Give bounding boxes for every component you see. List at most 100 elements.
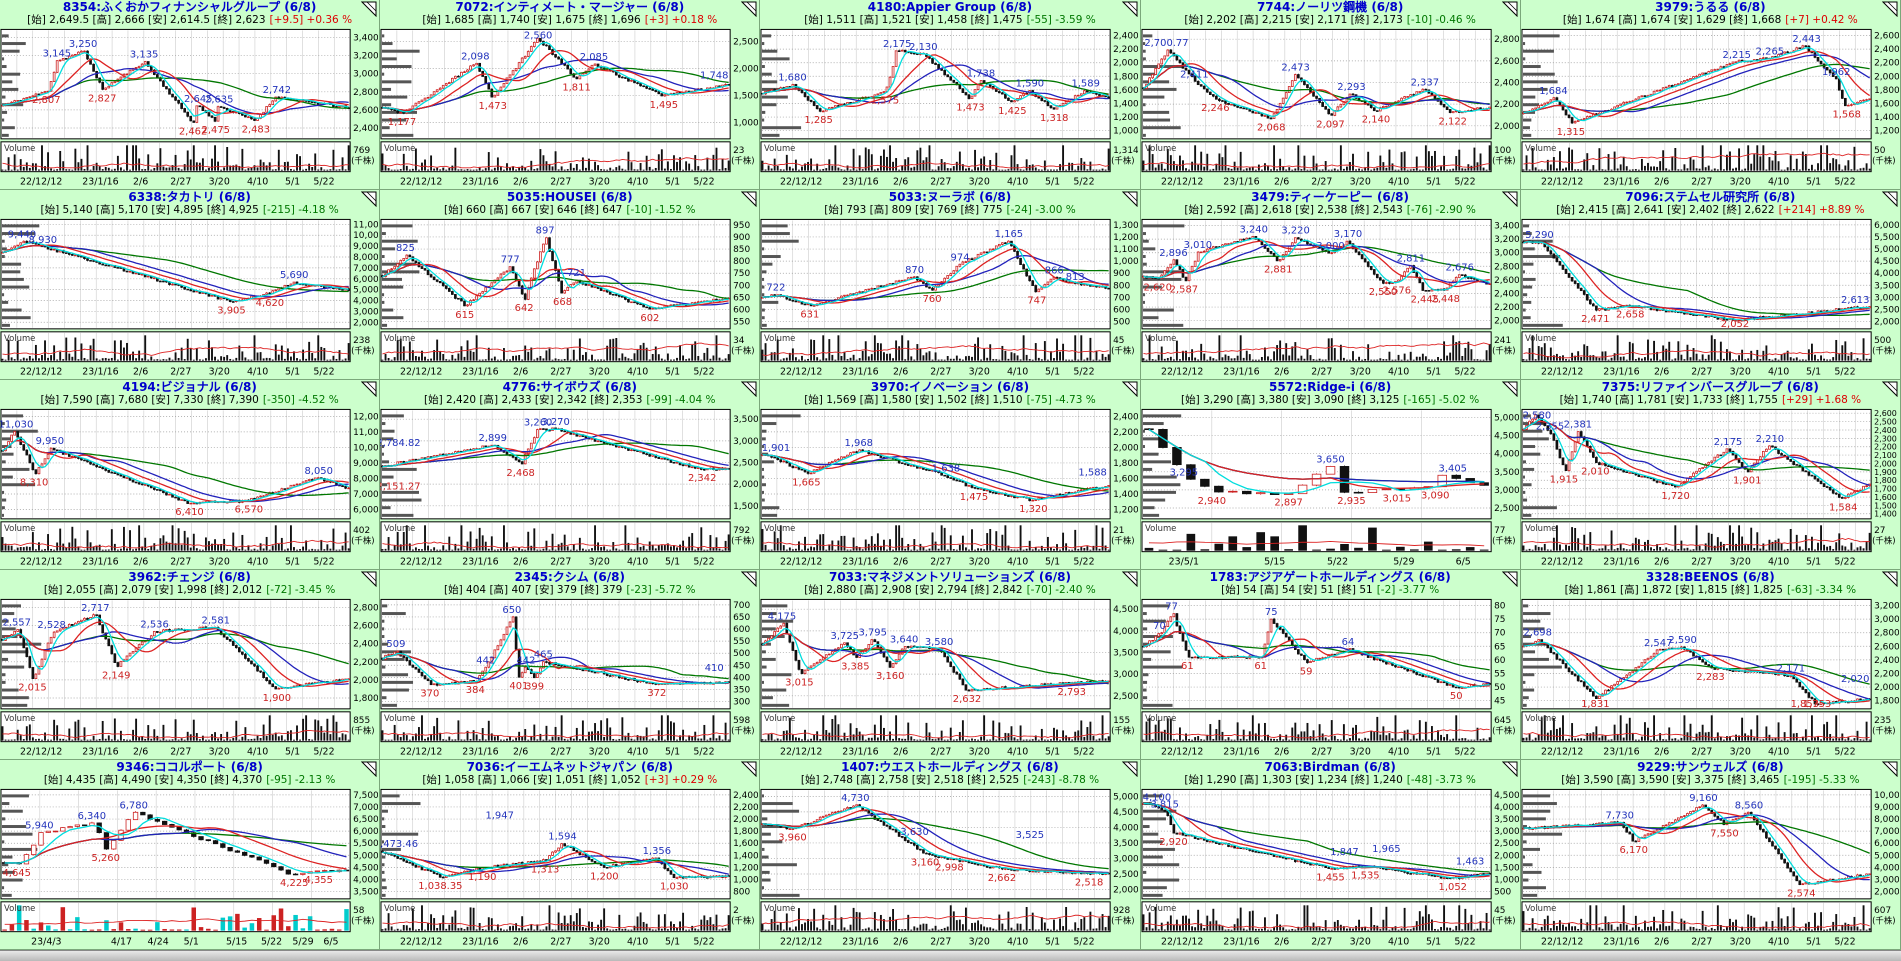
price-annotation: 2,122 xyxy=(1438,117,1466,128)
fold-corner-icon[interactable] xyxy=(1501,381,1518,397)
stock-chart-cell-3979[interactable]: 3979:うるる (6/8) [始] 1,674 [高] 1,674 [安] 1,… xyxy=(1520,0,1901,190)
fold-corner-icon[interactable] xyxy=(741,571,757,587)
fold-corner-icon[interactable] xyxy=(1121,1,1138,17)
stock-chart-cell-1407[interactable]: 1407:ウエストホールディングス (6/8) [始] 2,748 [高] 2,7… xyxy=(760,760,1141,950)
volume-profile-bar xyxy=(1522,293,1527,297)
stock-chart-cell-4180[interactable]: 4180:Appier Group (6/8) [始] 1,511 [高] 1,5… xyxy=(760,0,1141,190)
fold-corner-icon[interactable] xyxy=(361,191,377,207)
volume-scale-value: 855 xyxy=(353,716,370,726)
y-axis-tick: 2,100 xyxy=(1874,451,1897,460)
fold-corner-icon[interactable] xyxy=(1501,191,1518,207)
price-annotation: 2,632 xyxy=(953,694,981,705)
ohlc-values: [始] 1,674 [高] 1,674 [安] 1,629 [終] 1,668 xyxy=(1562,14,1782,26)
x-axis-label: 23/1/16 xyxy=(843,557,879,568)
y-axis-tick: 2,200 xyxy=(1114,428,1139,438)
fold-corner-icon[interactable] xyxy=(361,761,377,777)
stock-chart-cell-7744[interactable]: 7744:ノーリツ鋼機 (6/8) [始] 2,202 [高] 2,215 [安]… xyxy=(1140,0,1521,190)
x-axis-label: 5/1 xyxy=(1806,367,1821,378)
volume-profile-bar xyxy=(1522,103,1539,107)
volume-profile-bar xyxy=(1142,703,1173,707)
stock-chart-cell-3962[interactable]: 3962:チェンジ (6/8) [始] 2,055 [高] 2,079 [安] 1… xyxy=(0,570,381,760)
fold-corner-icon[interactable] xyxy=(1121,191,1138,207)
bottom-scrollbar[interactable] xyxy=(0,950,1901,961)
chart-header: 7096:ステムセル研究所 (6/8) [始] 2,415 [高] 2,641 [… xyxy=(1521,190,1900,218)
fold-corner-icon[interactable] xyxy=(361,1,377,17)
ohlc-values: [始] 4,435 [高] 4,490 [安] 4,350 [終] 4,370 xyxy=(43,774,263,786)
fold-corner-icon[interactable] xyxy=(1121,761,1138,777)
fold-corner-icon[interactable] xyxy=(741,381,757,397)
fold-corner-icon[interactable] xyxy=(741,191,757,207)
y-axis-tick: 2,500 xyxy=(1874,306,1899,316)
fold-corner-icon[interactable] xyxy=(1881,1,1898,17)
stock-chart-cell-7063[interactable]: 7063:Birdman (6/8) [始] 1,290 [高] 1,303 [安… xyxy=(1140,760,1521,950)
y-axis-tick: 7,000 xyxy=(1874,827,1899,837)
volume-profile-bar xyxy=(382,34,385,38)
x-axis-label: 22/12/12 xyxy=(400,937,442,948)
y-axis-tick: 500 xyxy=(733,649,750,659)
volume-profile-bar xyxy=(1,72,21,76)
stock-chart-cell-1783[interactable]: 1783:アジアゲートホールディングス (6/8) [始] 54 [高] 54 [… xyxy=(1140,570,1521,760)
volume-profile-bar xyxy=(1522,809,1550,813)
chart-header: 5035:HOUSEI (6/8) [始] 660 [高] 667 [安] 646… xyxy=(380,190,759,218)
fold-corner-icon[interactable] xyxy=(1501,571,1518,587)
price-annotation: 1,425 xyxy=(999,106,1027,117)
stock-chart-cell-8354[interactable]: 8354:ふくおかフィナンシャルグループ (6/8) [始] 2,649.5 [高… xyxy=(0,0,381,190)
stock-chart-cell-7033[interactable]: 7033:マネジメントソリューションズ (6/8) [始] 2,880 [高] 2… xyxy=(760,570,1141,760)
stock-chart-cell-2345[interactable]: 2345:クシム (6/8) [始] 404 [高] 407 [安] 379 [終… xyxy=(380,570,761,760)
price-annotation: 7,550 xyxy=(1710,828,1738,839)
candlestick-chart: 2,400 2,200 2,000 1,800 1,600 1,400 1,200 1,901… xyxy=(760,408,1139,569)
fold-corner-icon[interactable] xyxy=(741,761,757,777)
stock-chart-cell-5035[interactable]: 5035:HOUSEI (6/8) [始] 660 [高] 667 [安] 646… xyxy=(380,190,761,380)
stock-chart-cell-7096[interactable]: 7096:ステムセル研究所 (6/8) [始] 2,415 [高] 2,641 [… xyxy=(1520,190,1901,380)
volume-profile-bar xyxy=(1,308,22,312)
stock-chart-cell-6338[interactable]: 6338:タカトリ (6/8) [始] 5,140 [高] 5,170 [安] 4… xyxy=(0,190,381,380)
price-annotation: 2,052 xyxy=(1720,319,1748,330)
price-annotation: 410 xyxy=(705,663,724,674)
x-axis-label: 2/6 xyxy=(1654,557,1669,568)
stock-chart-cell-5572[interactable]: 5572:Ridge-i (6/8) [始] 3,290 [高] 3,380 [安… xyxy=(1140,380,1521,570)
fold-corner-icon[interactable] xyxy=(1881,571,1898,587)
stock-chart-cell-3328[interactable]: 3328:BEENOS (6/8) [始] 1,861 [高] 1,872 [安]… xyxy=(1520,570,1901,760)
fold-corner-icon[interactable] xyxy=(1881,191,1898,207)
price-annotation: 668 xyxy=(553,297,572,308)
y-axis-tick: 1,400 xyxy=(1874,510,1897,519)
stock-chart-cell-5033[interactable]: 5033:ヌーラボ (6/8) [始] 793 [高] 809 [安] 769 [… xyxy=(760,190,1141,380)
stock-chart-cell-4776[interactable]: 4776:サイボウズ (6/8) [始] 2,420 [高] 2,433 [安] … xyxy=(380,380,761,570)
fold-corner-icon[interactable] xyxy=(1121,381,1138,397)
price-annotation: 1,968 xyxy=(845,438,873,449)
price-annotation: 3,145 xyxy=(43,49,71,60)
fold-corner-icon[interactable] xyxy=(1121,571,1138,587)
fold-corner-icon[interactable] xyxy=(1501,1,1518,17)
price-annotation: 8,050 xyxy=(304,466,332,477)
fold-corner-icon[interactable] xyxy=(1881,381,1898,397)
volume-profile-bar xyxy=(1,886,5,890)
price-annotation: 1,588 xyxy=(1079,467,1107,478)
price-annotation: 1,738 xyxy=(967,69,995,80)
fold-corner-icon[interactable] xyxy=(741,1,757,17)
volume-profile-bar xyxy=(762,893,800,897)
volume-profile-bar xyxy=(1522,224,1529,228)
fold-corner-icon[interactable] xyxy=(1501,761,1518,777)
stock-chart-cell-3970[interactable]: 3970:イノベーション (6/8) [始] 1,569 [高] 1,580 [安… xyxy=(760,380,1141,570)
ohlc-line: [始] 2,420 [高] 2,433 [安] 2,342 [終] 2,353[… xyxy=(380,394,759,407)
volume-profile-bar xyxy=(382,498,422,502)
y-axis-tick: 1,600 xyxy=(1874,493,1897,502)
y-axis-tick: 650 xyxy=(733,613,750,623)
x-axis-label: 5/1 xyxy=(1045,367,1060,378)
stock-chart-cell-7375[interactable]: 7375:リファインバースグループ (6/8) [始] 1,740 [高] 1,7… xyxy=(1520,380,1901,570)
stock-chart-cell-3479[interactable]: 3479:ティーケーピー (6/8) [始] 2,592 [高] 2,618 [安… xyxy=(1140,190,1521,380)
stock-chart-cell-9346[interactable]: 9346:ココルポート (6/8) [始] 4,435 [高] 4,490 [安]… xyxy=(0,760,381,950)
price-annotation: 2,210 xyxy=(1755,434,1783,445)
change-badge: [-99] -4.04 % xyxy=(646,394,716,406)
stock-chart-cell-7072[interactable]: 7072:インティメート・マージャー (6/8) [始] 1,685 [高] 1,… xyxy=(380,0,761,190)
volume-profile-bar xyxy=(1522,247,1535,251)
stock-chart-cell-7036[interactable]: 7036:イーエムネットジャパン (6/8) [始] 1,058 [高] 1,06… xyxy=(380,760,761,950)
fold-corner-icon[interactable] xyxy=(1881,761,1898,777)
fold-corner-icon[interactable] xyxy=(361,571,377,587)
chart-header: 4776:サイボウズ (6/8) [始] 2,420 [高] 2,433 [安] … xyxy=(380,380,759,408)
stock-chart-cell-9229[interactable]: 9229:サンウェルズ (6/8) [始] 3,590 [高] 3,590 [安]… xyxy=(1520,760,1901,950)
y-axis-tick: 3,500 xyxy=(1114,839,1139,849)
fold-corner-icon[interactable] xyxy=(361,381,377,397)
stock-chart-cell-4194[interactable]: 4194:ビジョナル (6/8) [始] 7,590 [高] 7,680 [安] … xyxy=(0,380,381,570)
price-annotation: 1,915 xyxy=(1549,475,1577,486)
